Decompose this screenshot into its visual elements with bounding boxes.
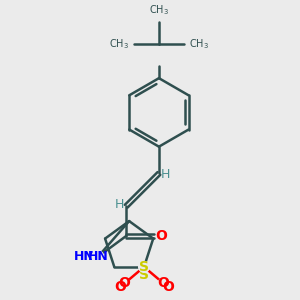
Text: O: O <box>119 276 130 290</box>
Text: CH$_3$: CH$_3$ <box>149 3 169 17</box>
Text: HN: HN <box>88 250 108 263</box>
Circle shape <box>139 262 149 272</box>
Text: CH$_3$: CH$_3$ <box>109 37 129 51</box>
Circle shape <box>158 278 168 288</box>
Text: O: O <box>155 229 167 243</box>
Text: CH$_3$: CH$_3$ <box>189 37 209 51</box>
Circle shape <box>120 278 130 288</box>
Text: HN: HN <box>74 250 95 263</box>
Text: H: H <box>161 168 170 182</box>
Text: O: O <box>162 280 174 294</box>
Text: S: S <box>139 260 149 274</box>
Circle shape <box>92 251 104 263</box>
Text: H: H <box>115 198 124 211</box>
Text: O: O <box>114 280 126 294</box>
Text: S: S <box>139 268 149 282</box>
Text: O: O <box>158 276 169 290</box>
